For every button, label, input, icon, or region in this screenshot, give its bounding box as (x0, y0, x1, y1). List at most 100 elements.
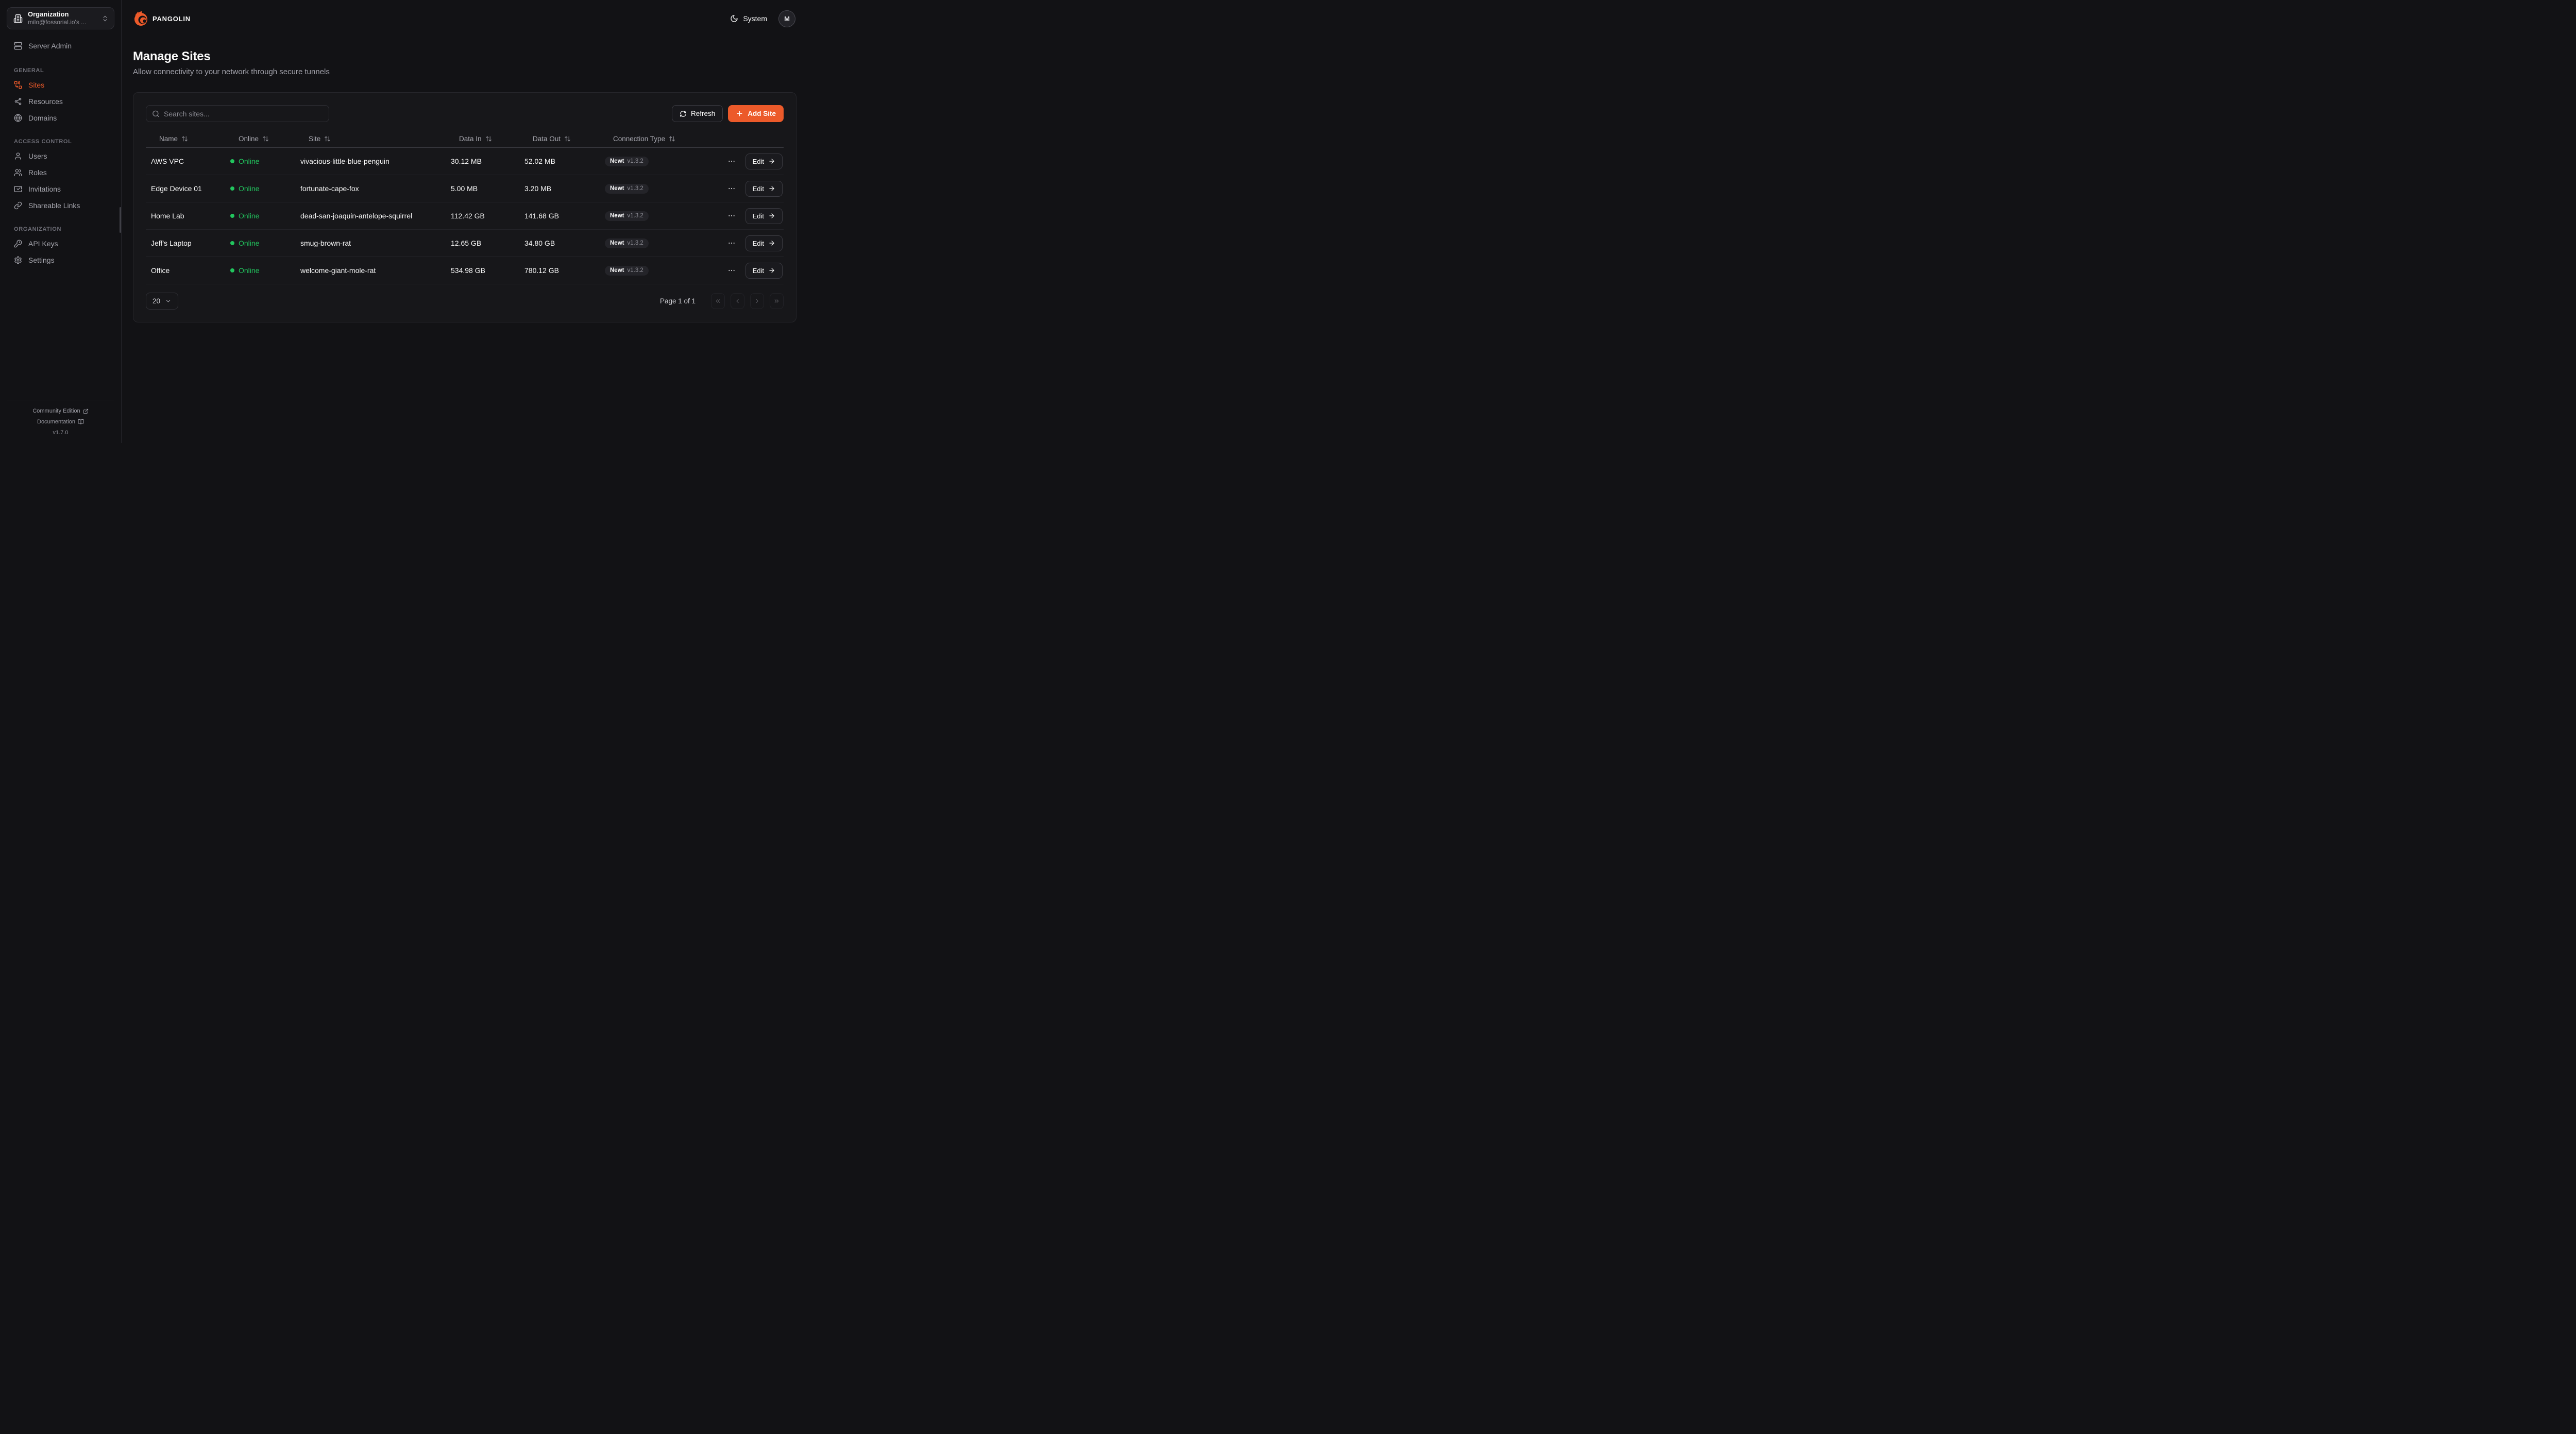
arrow-right-icon (769, 268, 774, 273)
connection-type-version: v1.3.2 (627, 240, 643, 246)
user-icon (15, 152, 21, 160)
org-selector-texts: Organization milo@fossorial.io's ... (28, 10, 96, 26)
avatar[interactable]: M (778, 10, 795, 27)
theme-toggle-button[interactable]: System (730, 14, 767, 23)
sidebar-item-sites[interactable]: Sites (7, 77, 114, 93)
edit-button[interactable]: Edit (745, 235, 783, 251)
sidebar-item-shareable-links[interactable]: Shareable Links (7, 197, 114, 214)
table-footer: 20 Page 1 of 1 (146, 293, 784, 310)
sidebar-item-settings[interactable]: Settings (7, 252, 114, 268)
sidebar-scrollbar-thumb[interactable] (120, 207, 121, 233)
refresh-icon (680, 110, 686, 117)
app-version: v1.7.0 (53, 430, 69, 436)
column-header-online[interactable]: Online (225, 135, 295, 143)
community-edition-label: Community Edition (32, 408, 80, 414)
connection-type-version: v1.3.2 (627, 185, 643, 192)
edit-button[interactable]: Edit (745, 262, 783, 279)
ellipsis-icon (728, 215, 735, 217)
sidebar-item-label: Server Admin (28, 42, 72, 50)
connection-type-cell: Newt v1.3.2 (600, 238, 721, 249)
site-name-cell: Jeff's Laptop (151, 239, 192, 247)
data-out-cell: 34.80 GB (524, 239, 555, 247)
column-header-data-in[interactable]: Data In (446, 135, 519, 143)
row-menu-button[interactable] (726, 265, 737, 276)
plus-icon (737, 111, 742, 116)
page-title: Manage Sites (133, 49, 211, 63)
building-icon (13, 14, 23, 23)
site-status-cell: Online (225, 212, 295, 220)
online-status-dot (230, 241, 234, 245)
data-in-cell: 12.65 GB (451, 239, 482, 247)
arrow-right-icon (769, 159, 774, 164)
avatar-initial: M (784, 14, 790, 23)
page-size-select[interactable]: 20 (146, 293, 178, 310)
add-site-button-label: Add Site (748, 110, 776, 117)
column-header-name[interactable]: Name (146, 135, 225, 143)
table-header-row: Name Online Site Data In (146, 130, 784, 148)
sidebar-item-roles[interactable]: Roles (7, 164, 114, 181)
sidebar-item-domains[interactable]: Domains (7, 110, 114, 126)
row-menu-button[interactable] (726, 183, 737, 194)
sidebar-item-invitations[interactable]: Invitations (7, 181, 114, 197)
site-id-cell: welcome-giant-mole-rat (300, 266, 376, 275)
previous-page-button[interactable] (731, 293, 744, 309)
row-menu-button[interactable] (726, 156, 737, 167)
sidebar-section-organization: ORGANIZATION (14, 226, 62, 232)
connection-type-version: v1.3.2 (627, 158, 643, 164)
pangolin-logo-icon (134, 11, 147, 26)
sidebar-item-label: API Keys (28, 240, 58, 248)
search-icon (152, 110, 159, 117)
online-status-dot (230, 268, 234, 272)
sidebar-item-server-admin[interactable]: Server Admin (7, 38, 114, 54)
page-label: Page 1 of 1 (659, 297, 696, 305)
row-menu-button[interactable] (726, 210, 737, 221)
edit-button[interactable]: Edit (745, 208, 783, 224)
edit-button[interactable]: Edit (745, 180, 783, 197)
refresh-button[interactable]: Refresh (671, 105, 723, 122)
documentation-label: Documentation (37, 419, 75, 425)
book-open-icon (78, 419, 84, 424)
sidebar-item-label: Sites (28, 81, 45, 89)
sort-icon (565, 136, 570, 142)
org-selector[interactable]: Organization milo@fossorial.io's ... (7, 7, 114, 29)
row-actions-cell: Edit (721, 235, 784, 251)
documentation-link[interactable]: Documentation (37, 419, 84, 425)
community-edition-link[interactable]: Community Edition (32, 408, 88, 414)
online-status-dot (230, 186, 234, 191)
edit-button[interactable]: Edit (745, 153, 783, 169)
add-site-button[interactable]: Add Site (728, 105, 784, 122)
users-icon (14, 169, 22, 176)
sort-icon (325, 136, 331, 142)
sort-icon (182, 136, 188, 142)
row-menu-button[interactable] (726, 237, 737, 249)
column-header-label: Name (159, 135, 178, 143)
sidebar-item-users[interactable]: Users (7, 148, 114, 164)
data-in-cell: 112.42 GB (451, 212, 485, 220)
site-name-cell: Office (151, 266, 170, 275)
column-header-site[interactable]: Site (295, 135, 446, 143)
next-page-button[interactable] (750, 293, 764, 309)
column-header-data-out[interactable]: Data Out (519, 135, 600, 143)
brand-logo[interactable]: PANGOLIN (133, 10, 191, 27)
sites-toolbar: Refresh Add Site (146, 105, 784, 122)
column-header-connection-type[interactable]: Connection Type (600, 135, 784, 143)
sidebar-item-api-keys[interactable]: API Keys (7, 235, 114, 252)
connection-type-name: Newt (610, 185, 624, 192)
table-body: AWS VPC Online vivacious-little-blue-pen… (146, 148, 784, 284)
external-link-icon (83, 408, 88, 414)
sites-table: Name Online Site Data In (146, 130, 784, 284)
sidebar-item-resources[interactable]: Resources (7, 93, 114, 110)
data-in-cell: 5.00 MB (451, 184, 478, 193)
online-status-label: Online (239, 266, 260, 275)
page-heading: Manage Sites Allow connectivity to your … (122, 37, 808, 76)
sidebar: Organization milo@fossorial.io's ... Ser… (0, 0, 122, 443)
edit-button-label: Edit (752, 157, 764, 165)
last-page-button[interactable] (770, 293, 784, 309)
sidebar-footer: Community Edition Documentation v1.7.0 (7, 401, 114, 436)
connection-type-cell: Newt v1.3.2 (600, 265, 721, 276)
site-status-cell: Online (225, 157, 295, 165)
refresh-button-label: Refresh (690, 110, 716, 117)
search-input[interactable] (146, 105, 329, 122)
edit-button-label: Edit (752, 212, 764, 220)
first-page-button[interactable] (711, 293, 725, 309)
